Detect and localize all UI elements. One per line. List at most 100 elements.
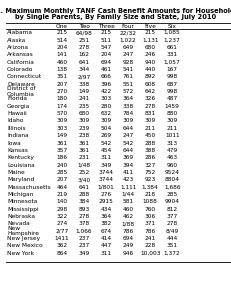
Text: 464: 464	[56, 184, 67, 190]
Text: 240: 240	[56, 163, 67, 168]
Text: 309: 309	[144, 118, 155, 124]
Text: 207: 207	[56, 177, 67, 182]
Text: 238: 238	[78, 133, 89, 138]
Text: 167: 167	[166, 67, 177, 72]
Text: 357: 357	[56, 148, 67, 153]
Text: 450: 450	[144, 133, 155, 138]
Text: Michigan: Michigan	[7, 192, 33, 197]
Text: 923: 923	[144, 177, 155, 182]
Text: Idaho: Idaho	[7, 118, 23, 124]
Text: 235: 235	[78, 104, 89, 109]
Text: 149: 149	[56, 133, 67, 138]
Text: Georgia: Georgia	[7, 104, 30, 109]
Text: 570: 570	[56, 111, 67, 116]
Text: 641: 641	[78, 184, 89, 190]
Text: 246: 246	[144, 52, 155, 57]
Text: Indiana: Indiana	[7, 133, 28, 138]
Text: 461: 461	[100, 67, 111, 72]
Text: 138: 138	[56, 67, 67, 72]
Text: 218: 218	[144, 192, 155, 197]
Text: 349: 349	[100, 163, 111, 168]
Text: 514: 514	[56, 38, 67, 43]
Text: 414: 414	[100, 236, 111, 241]
Text: 141: 141	[56, 52, 67, 57]
Text: 3/40: 3/40	[77, 177, 90, 182]
Text: 309: 309	[78, 118, 89, 124]
Text: 864: 864	[56, 251, 67, 256]
Text: 22/32: 22/32	[119, 30, 136, 35]
Text: 694: 694	[122, 236, 133, 241]
Text: 309: 309	[122, 118, 133, 124]
Text: 162: 162	[78, 52, 89, 57]
Text: Mississippi: Mississippi	[7, 207, 38, 212]
Text: 1,022: 1,022	[119, 38, 136, 43]
Text: Illinois: Illinois	[7, 126, 25, 131]
Text: 331: 331	[166, 52, 177, 57]
Text: 1088: 1088	[142, 199, 157, 204]
Text: 351: 351	[166, 243, 177, 248]
Text: 460: 460	[56, 60, 67, 65]
Text: 8/49: 8/49	[165, 229, 178, 234]
Text: 998: 998	[166, 74, 177, 80]
Text: 10,003: 10,003	[139, 251, 160, 256]
Text: Nevada: Nevada	[7, 221, 30, 226]
Text: Six: Six	[167, 24, 176, 29]
Text: 241: 241	[78, 96, 89, 101]
Text: 812: 812	[166, 207, 177, 212]
Text: 207: 207	[56, 82, 67, 87]
Text: 641: 641	[78, 60, 89, 65]
Text: 215: 215	[56, 30, 67, 35]
Text: 666: 666	[100, 74, 111, 80]
Text: 247: 247	[122, 133, 133, 138]
Text: New Jersey: New Jersey	[7, 236, 40, 241]
Text: Two: Two	[78, 24, 89, 29]
Text: 444: 444	[166, 236, 177, 241]
Text: 396: 396	[100, 82, 111, 87]
Text: California: California	[7, 60, 35, 65]
Text: 219: 219	[56, 192, 67, 197]
Text: 642: 642	[144, 89, 155, 94]
Text: 447: 447	[100, 243, 111, 248]
Text: Colorado: Colorado	[7, 67, 33, 72]
Text: 547: 547	[100, 45, 111, 50]
Text: 211: 211	[166, 126, 177, 131]
Text: 211: 211	[144, 126, 155, 131]
Text: Massachusetts: Massachusetts	[7, 184, 51, 190]
Text: 241: 241	[144, 236, 155, 241]
Text: 303: 303	[56, 126, 67, 131]
Text: 998: 998	[166, 89, 177, 94]
Text: 1,372: 1,372	[163, 251, 180, 256]
Text: Kansas: Kansas	[7, 148, 28, 153]
Text: 2/97: 2/97	[77, 74, 90, 80]
Text: 180: 180	[56, 96, 67, 101]
Text: 382: 382	[100, 221, 111, 226]
Text: 252: 252	[78, 170, 89, 175]
Text: New Mexico: New Mexico	[7, 243, 43, 248]
Text: 542: 542	[122, 140, 133, 146]
Text: 313: 313	[166, 140, 177, 146]
Text: 349: 349	[78, 251, 89, 256]
Text: 322: 322	[56, 214, 67, 219]
Text: 251: 251	[78, 38, 89, 43]
Text: 694: 694	[100, 60, 111, 65]
Text: 237: 237	[78, 243, 89, 248]
Text: Maryland: Maryland	[7, 177, 34, 182]
Text: 1411: 1411	[55, 236, 69, 241]
Text: New
Hampshire: New Hampshire	[7, 226, 39, 236]
Text: 880: 880	[166, 111, 177, 116]
Text: 632: 632	[100, 111, 111, 116]
Text: 511: 511	[100, 38, 111, 43]
Text: 311: 311	[100, 155, 111, 160]
Text: Five: Five	[144, 24, 155, 29]
Text: 581: 581	[122, 199, 133, 204]
Text: 228: 228	[144, 243, 155, 248]
Text: 1011: 1011	[164, 133, 179, 138]
Text: 940: 940	[144, 60, 155, 65]
Text: 364: 364	[122, 96, 133, 101]
Text: 454: 454	[100, 148, 111, 153]
Text: 1/48: 1/48	[77, 163, 90, 168]
Text: 542: 542	[100, 140, 111, 146]
Text: 278: 278	[78, 214, 89, 219]
Text: 237: 237	[78, 236, 89, 241]
Text: 388: 388	[144, 148, 155, 153]
